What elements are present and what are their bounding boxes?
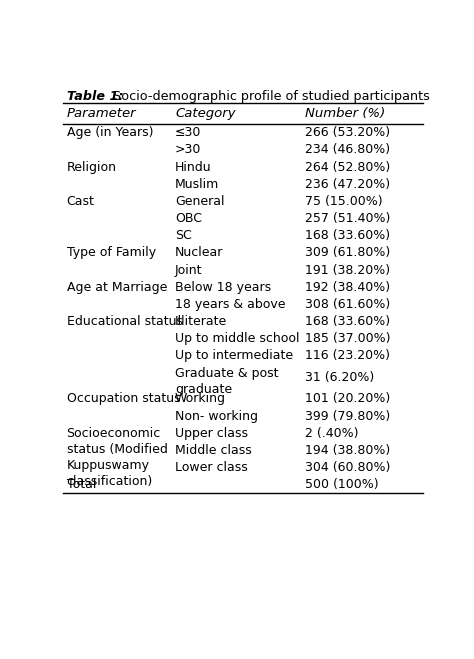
Text: Table 1:: Table 1: xyxy=(66,90,123,103)
Text: 266 (53.20%): 266 (53.20%) xyxy=(305,127,391,139)
Text: 168 (33.60%): 168 (33.60%) xyxy=(305,315,391,328)
Text: Category: Category xyxy=(175,107,236,120)
Text: 18 years & above: 18 years & above xyxy=(175,298,285,311)
Text: Up to intermediate: Up to intermediate xyxy=(175,349,293,362)
Text: Parameter: Parameter xyxy=(66,107,136,120)
Text: 194 (38.80%): 194 (38.80%) xyxy=(305,444,391,457)
Text: 236 (47.20%): 236 (47.20%) xyxy=(305,178,391,190)
Text: 116 (23.20%): 116 (23.20%) xyxy=(305,349,391,362)
Text: Illiterate: Illiterate xyxy=(175,315,227,328)
Text: SC: SC xyxy=(175,229,191,243)
Text: 309 (61.80%): 309 (61.80%) xyxy=(305,246,391,260)
Text: 264 (52.80%): 264 (52.80%) xyxy=(305,161,391,173)
Text: 2 (.40%): 2 (.40%) xyxy=(305,427,359,440)
Text: Muslim: Muslim xyxy=(175,178,219,190)
Text: Joint: Joint xyxy=(175,264,202,277)
Text: Upper class: Upper class xyxy=(175,427,248,440)
Text: Up to middle school: Up to middle school xyxy=(175,332,300,345)
Text: 257 (51.40%): 257 (51.40%) xyxy=(305,212,391,225)
Text: Below 18 years: Below 18 years xyxy=(175,281,271,294)
Text: 101 (20.20%): 101 (20.20%) xyxy=(305,393,391,405)
Text: 399 (79.80%): 399 (79.80%) xyxy=(305,410,391,422)
Text: 500 (100%): 500 (100%) xyxy=(305,478,379,491)
Text: 185 (37.00%): 185 (37.00%) xyxy=(305,332,391,345)
Text: Non- working: Non- working xyxy=(175,410,258,422)
Text: 192 (38.40%): 192 (38.40%) xyxy=(305,281,391,294)
Text: Graduate & post
graduate: Graduate & post graduate xyxy=(175,367,278,396)
Text: Socioeconomic
status (Modified
Kuppuswamy
classification): Socioeconomic status (Modified Kuppuswam… xyxy=(66,427,167,488)
Text: ≤30: ≤30 xyxy=(175,127,201,139)
Text: Religion: Religion xyxy=(66,161,117,173)
Text: OBC: OBC xyxy=(175,212,202,225)
Text: Age at Marriage: Age at Marriage xyxy=(66,281,167,294)
Text: General: General xyxy=(175,195,225,208)
Text: 168 (33.60%): 168 (33.60%) xyxy=(305,229,391,243)
Text: 234 (46.80%): 234 (46.80%) xyxy=(305,144,391,156)
Text: 191 (38.20%): 191 (38.20%) xyxy=(305,264,391,277)
Text: 31 (6.20%): 31 (6.20%) xyxy=(305,371,374,384)
Text: Cast: Cast xyxy=(66,195,94,208)
Text: Number (%): Number (%) xyxy=(305,107,386,120)
Text: >30: >30 xyxy=(175,144,201,156)
Text: 308 (61.60%): 308 (61.60%) xyxy=(305,298,391,311)
Text: Type of Family: Type of Family xyxy=(66,246,156,260)
Text: Socio-demographic profile of studied participants: Socio-demographic profile of studied par… xyxy=(109,90,430,103)
Text: Hindu: Hindu xyxy=(175,161,211,173)
Text: Lower class: Lower class xyxy=(175,461,248,474)
Text: 304 (60.80%): 304 (60.80%) xyxy=(305,461,391,474)
Text: Occupation status: Occupation status xyxy=(66,393,180,405)
Text: Age (in Years): Age (in Years) xyxy=(66,127,153,139)
Text: Total: Total xyxy=(66,478,96,491)
Text: Middle class: Middle class xyxy=(175,444,252,457)
Text: Working: Working xyxy=(175,393,226,405)
Text: Nuclear: Nuclear xyxy=(175,246,223,260)
Text: Educational status: Educational status xyxy=(66,315,182,328)
Text: 75 (15.00%): 75 (15.00%) xyxy=(305,195,383,208)
